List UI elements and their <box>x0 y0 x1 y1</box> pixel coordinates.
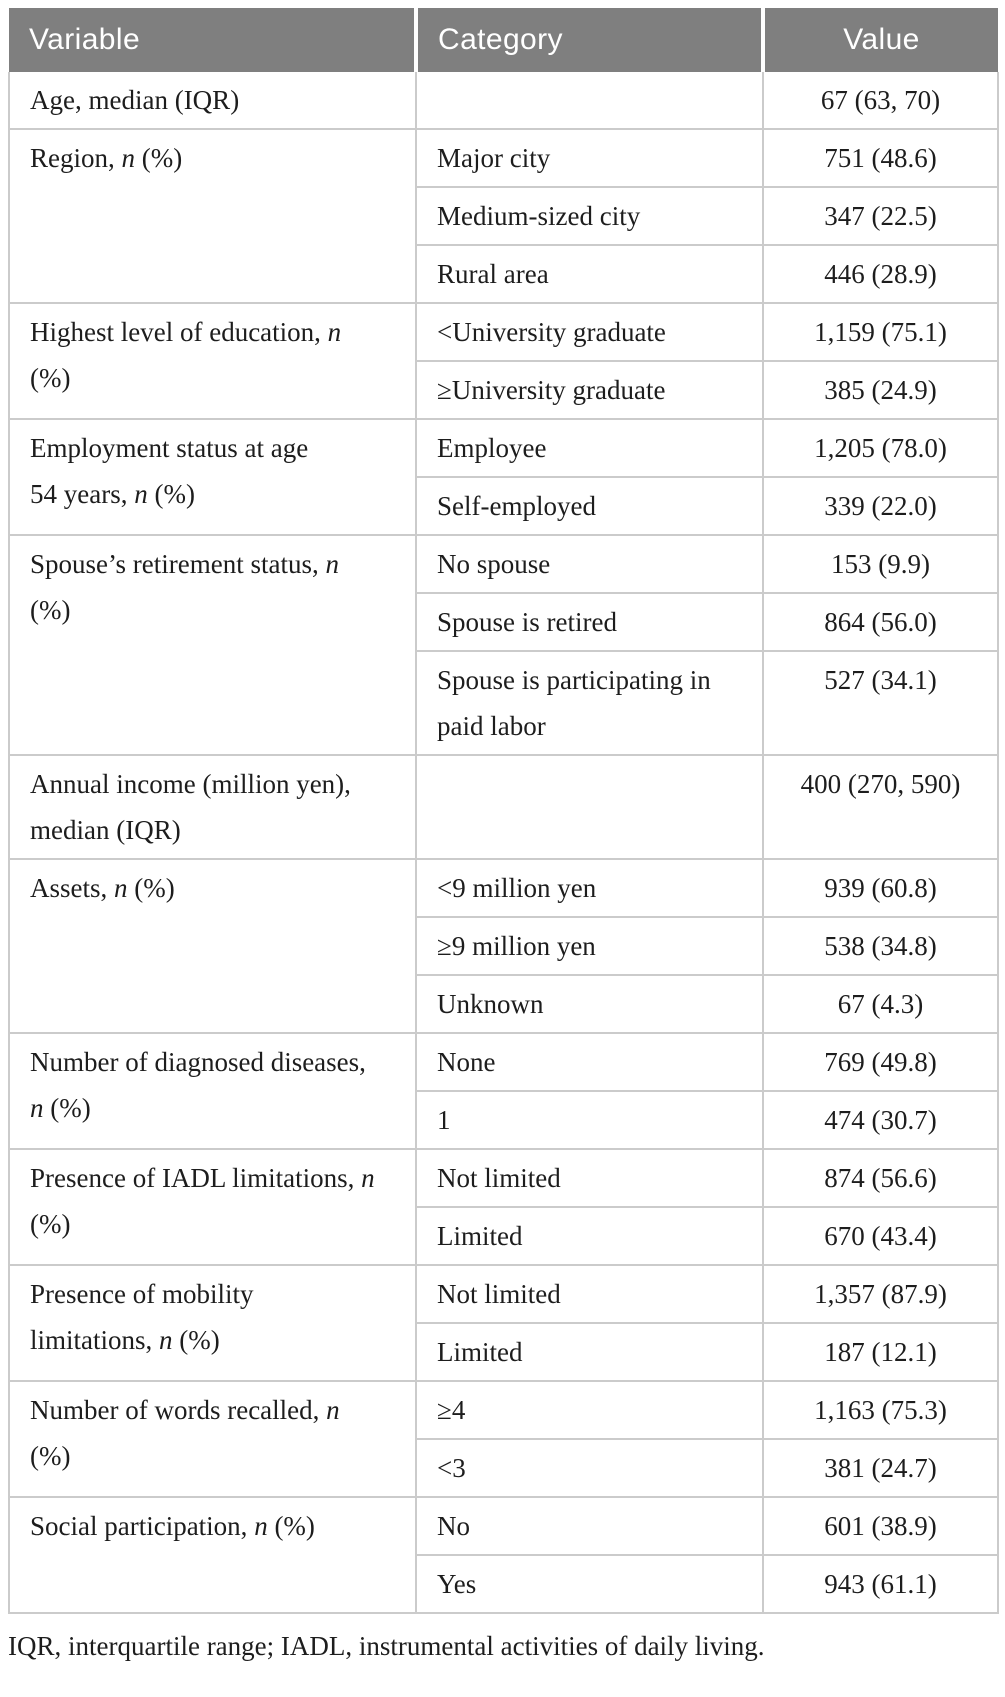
table-row: Medium-sized city 347 (22.5) <box>9 186 999 245</box>
category-cell: ≥4 <box>415 1380 764 1439</box>
variable-cell: Age, median (IQR) <box>8 72 417 129</box>
variable-cell: Number of diagnosed diseases, n (%) <box>8 1032 417 1149</box>
value-cell: 67 (4.3) <box>762 974 999 1033</box>
category-cell: No spouse <box>415 534 764 593</box>
value-cell: 751 (48.6) <box>762 128 999 187</box>
table-body: Age, median (IQR) 67 (63, 70) Region, n (%… <box>8 72 999 1613</box>
header-row: Variable Category Value <box>9 8 998 72</box>
category-cell: <9 million yen <box>415 858 764 917</box>
category-cell: ≥9 million yen <box>415 916 764 975</box>
category-cell: 1 <box>415 1090 764 1149</box>
variable-cell: Region, n (%) <box>8 128 417 303</box>
table-row: Annual income (million yen), median (IQR… <box>8 754 999 859</box>
variable-cell: Presence of mobility limitations, n (%) <box>8 1264 417 1381</box>
value-cell: 943 (61.1) <box>762 1554 999 1613</box>
variable-cell: Social participation, n (%) <box>8 1496 417 1613</box>
table-row: Spouse is participating in paid labor 527… <box>9 650 999 755</box>
table-row: Employment status at age 54 years, n (%)… <box>8 418 999 535</box>
value-cell: 347 (22.5) <box>762 186 999 245</box>
value-cell: 385 (24.9) <box>762 360 999 419</box>
category-cell: Major city <box>415 128 764 187</box>
value-cell: 446 (28.9) <box>762 244 999 303</box>
category-cell: Yes <box>415 1554 764 1613</box>
value-cell: 381 (24.7) <box>762 1438 999 1497</box>
value-cell: 1,159 (75.1) <box>762 302 999 361</box>
category-cell <box>415 72 764 129</box>
category-cell: <3 <box>415 1438 764 1497</box>
category-cell: Not limited <box>415 1264 764 1323</box>
table-row: Presence of IADL limitations, n (%) Not l… <box>8 1148 999 1265</box>
category-cell: None <box>415 1032 764 1091</box>
value-cell: 400 (270, 590) <box>762 754 999 859</box>
category-cell: Unknown <box>415 974 764 1033</box>
table-row: Assets, n (%) <9 million yen 939 (60.8) <box>8 858 999 1033</box>
variable-cell: Assets, n (%) <box>8 858 417 1033</box>
category-cell: Rural area <box>415 244 764 303</box>
variable-cell: Number of words recalled, n (%) <box>8 1380 417 1497</box>
table-row: Spouse is retired 864 (56.0) <box>9 592 999 651</box>
table-row: Rural area 446 (28.9) <box>9 244 999 303</box>
column-header-variable: Variable <box>9 8 416 72</box>
value-cell: 474 (30.7) <box>762 1090 999 1149</box>
category-cell: Spouse is retired <box>415 592 764 651</box>
category-cell: ≥University graduate <box>415 360 764 419</box>
table-row: Yes 943 (61.1) <box>9 1554 999 1613</box>
value-cell: 1,163 (75.3) <box>762 1380 999 1439</box>
table-row: ≥9 million yen 538 (34.8) <box>9 916 999 975</box>
table-row: Spouse’s retirement status, n (%) No spou… <box>8 534 999 755</box>
table-row: Age, median (IQR) 67 (63, 70) <box>8 72 999 129</box>
category-cell: Self-employed <box>415 476 764 535</box>
column-header-value: Value <box>761 8 998 72</box>
value-cell: 1,205 (78.0) <box>762 418 999 477</box>
variable-cell: Highest level of education, n (%) <box>8 302 417 419</box>
value-cell: 601 (38.9) <box>762 1496 999 1555</box>
table-row: Unknown 67 (4.3) <box>9 974 999 1033</box>
table-row: Number of words recalled, n (%) ≥4 1,163 (… <box>8 1380 999 1497</box>
category-cell: No <box>415 1496 764 1555</box>
value-cell: 1,357 (87.9) <box>762 1264 999 1323</box>
table-footnote: IQR, interquartile range; IADL, instrume… <box>8 1631 765 1661</box>
category-cell: Not limited <box>415 1148 764 1207</box>
category-cell: Medium-sized city <box>415 186 764 245</box>
value-cell: 864 (56.0) <box>762 592 999 651</box>
table-row: Region, n (%) Major city 751 (48.6) <box>8 128 999 303</box>
category-cell: Limited <box>415 1206 764 1265</box>
table-row: Limited 187 (12.1) <box>9 1322 999 1381</box>
category-cell: <University graduate <box>415 302 764 361</box>
table-row: <3 381 (24.7) <box>9 1438 999 1497</box>
table-row: Highest level of education, n (%) <Univer… <box>8 302 999 419</box>
table-row: Limited 670 (43.4) <box>9 1206 999 1265</box>
value-cell: 67 (63, 70) <box>762 72 999 129</box>
category-cell: Spouse is participating in paid labor <box>415 650 764 755</box>
value-cell: 769 (49.8) <box>762 1032 999 1091</box>
value-cell: 939 (60.8) <box>762 858 999 917</box>
table-row: Presence of mobility limitations, n (%) N… <box>8 1264 999 1381</box>
value-cell: 527 (34.1) <box>762 650 999 755</box>
table-row: Social participation, n (%) No 601 (38.9) <box>8 1496 999 1613</box>
table-row: ≥University graduate 385 (24.9) <box>9 360 999 419</box>
variable-cell: Employment status at age 54 years, n (%) <box>8 418 417 535</box>
table-row: 1 474 (30.7) <box>9 1090 999 1149</box>
category-cell <box>415 754 764 859</box>
variable-cell: Presence of IADL limitations, n (%) <box>8 1148 417 1265</box>
value-cell: 187 (12.1) <box>762 1322 999 1381</box>
value-cell: 670 (43.4) <box>762 1206 999 1265</box>
variable-cell: Spouse’s retirement status, n (%) <box>8 534 417 755</box>
value-cell: 538 (34.8) <box>762 916 999 975</box>
baseline-characteristics-table: Variable Category Value Age, median (IQR… <box>8 8 999 1614</box>
column-header-category: Category <box>414 8 763 72</box>
variable-cell: Annual income (million yen), median (IQR… <box>8 754 417 859</box>
table-row: Self-employed 339 (22.0) <box>9 476 999 535</box>
category-cell: Limited <box>415 1322 764 1381</box>
value-cell: 153 (9.9) <box>762 534 999 593</box>
value-cell: 874 (56.6) <box>762 1148 999 1207</box>
table-row: Number of diagnosed diseases, n (%) None 7… <box>8 1032 999 1149</box>
category-cell: Employee <box>415 418 764 477</box>
table-header: Variable Category Value <box>9 8 998 72</box>
value-cell: 339 (22.0) <box>762 476 999 535</box>
